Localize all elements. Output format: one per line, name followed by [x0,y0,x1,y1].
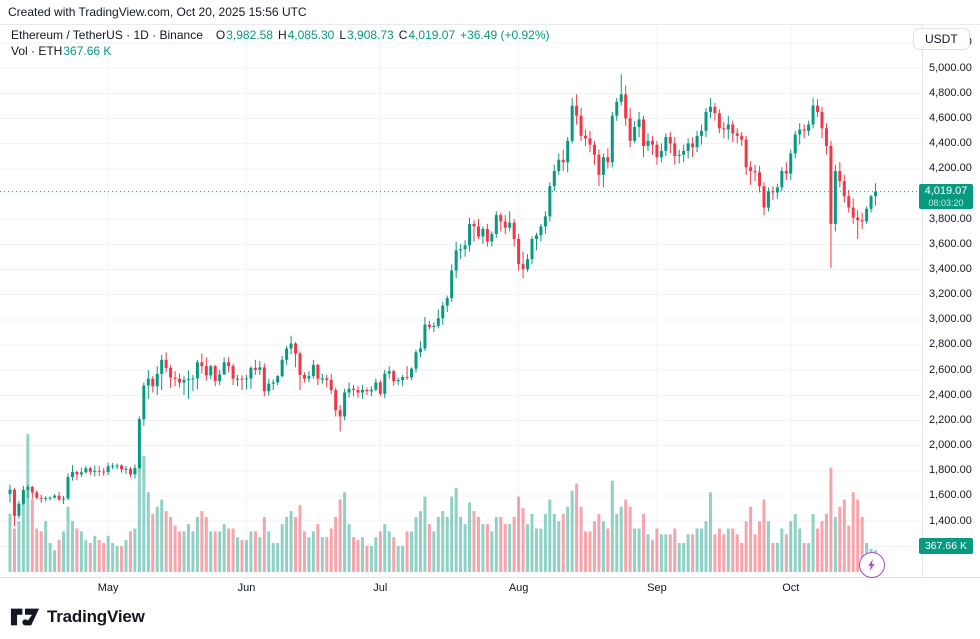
time-axis-separator [0,577,980,578]
chart-legend: Ethereum / TetherUS · 1D · Binance O3,982… [11,28,550,59]
current-volume-label: 367.66 K [919,538,973,554]
tradingview-logo-text: TradingView [47,607,145,626]
low-value: 3,908.73 [347,28,394,42]
price-tick: 3,600.00 [929,237,972,250]
time-tick: Jul [373,582,388,594]
price-tick: 2,200.00 [929,413,972,426]
price-tick: 2,000.00 [929,439,972,452]
price-tick: 1,800.00 [929,464,972,477]
lightning-icon [868,559,875,571]
open-label: O [215,28,226,42]
time-axis[interactable]: May Jun Jul Aug Sep Oct [0,578,922,600]
price-tick: 1,400.00 [929,514,972,527]
price-tick: 2,400.00 [929,388,972,401]
price-tick: 3,000.00 [929,313,972,326]
open-value: 3,982.58 [226,28,273,42]
price-chart[interactable] [0,25,922,578]
close-value: 4,019.07 [408,28,456,42]
symbol-title[interactable]: Ethereum / TetherUS · 1D · Binance [11,28,203,42]
bar-countdown: 08:03:20 [928,198,964,208]
lightning-button[interactable] [859,552,885,578]
price-tick: 3,800.00 [929,212,972,225]
high-value: 4,085.30 [287,28,335,42]
time-tick: Aug [508,582,529,594]
close-label: C [398,28,408,42]
tradingview-logo[interactable]: TradingView [10,606,145,628]
price-tick: 3,400.00 [929,262,972,275]
price-tick: 2,600.00 [929,363,972,376]
time-tick: May [97,582,119,594]
price-tick: 5,000.00 [929,61,972,74]
price-tick: 4,600.00 [929,111,972,124]
price-tick: 4,400.00 [929,137,972,150]
price-tick: 4,200.00 [929,162,972,175]
change-value: +36.49 (+0.92%) [460,28,550,42]
attribution-link[interactable]: Created with TradingView.com, Oct 20, 20… [8,5,307,19]
price-tick: 1,600.00 [929,489,972,502]
volume-legend-value: 367.66 K [63,44,112,58]
price-axis-separator [922,25,923,578]
volume-legend-label: Vol · ETH [11,44,63,58]
price-tick: 2,800.00 [929,338,972,351]
price-tick: 4,800.00 [929,86,972,99]
current-price-label: 4,019.07 08:03:20 [919,184,973,209]
low-label: L [339,28,347,42]
price-axis[interactable]: 5,200.005,000.004,800.004,600.004,400.00… [922,25,980,578]
time-tick: Sep [647,582,667,594]
current-price-value: 4,019.07 [924,185,968,197]
widget-top-border [0,24,980,25]
time-tick: Jun [237,582,256,594]
price-tick: 3,200.00 [929,288,972,301]
time-tick: Oct [782,582,800,594]
high-label: H [277,28,287,42]
currency-toggle-button[interactable]: USDT [913,28,970,50]
tradingview-mark-icon [10,608,40,626]
